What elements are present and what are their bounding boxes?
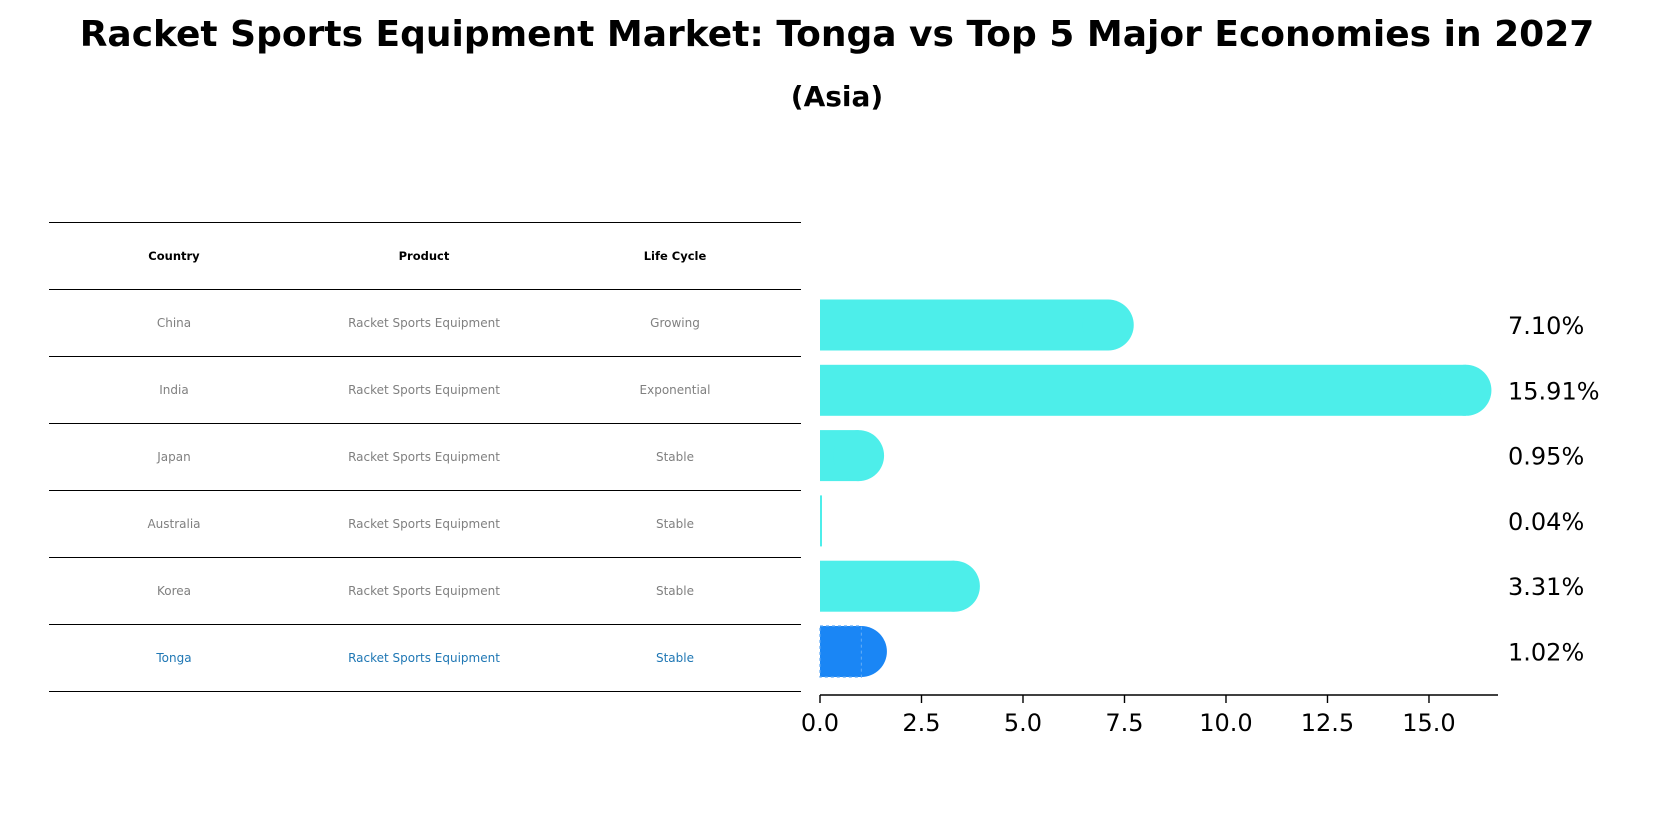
table-rule xyxy=(49,557,801,558)
x-tick-label: 2.5 xyxy=(902,709,940,737)
table-cell-life-cycle: Stable xyxy=(655,583,694,598)
table-cell-product: Racket Sports Equipment xyxy=(348,583,500,598)
bar xyxy=(820,299,1109,351)
x-tick-label: 15.0 xyxy=(1402,709,1455,737)
table-header-cell: Product xyxy=(398,248,450,263)
table-rule xyxy=(49,490,801,491)
chart-title: Racket Sports Equipment Market: Tonga vs… xyxy=(79,14,1595,55)
bar-cap xyxy=(833,430,885,482)
table-cell-product: Racket Sports Equipment xyxy=(348,516,500,531)
bar xyxy=(820,495,822,547)
bar-value-label: 1.02% xyxy=(1508,639,1584,667)
table-header-cell: Life Cycle xyxy=(643,248,707,263)
table-cell-country: Australia xyxy=(147,516,201,531)
table-cell-country: India xyxy=(159,382,189,397)
bar-cap xyxy=(1440,364,1492,416)
table-cell-country: China xyxy=(156,315,192,330)
table-cell-country: Japan xyxy=(157,449,191,464)
table-cell-product: Racket Sports Equipment xyxy=(348,382,500,397)
table-rule xyxy=(49,624,801,625)
bar-value-label: 0.04% xyxy=(1508,508,1584,536)
x-tick-label: 12.5 xyxy=(1301,709,1354,737)
table-rule xyxy=(49,356,801,357)
table-cell-product: Racket Sports Equipment xyxy=(348,449,500,464)
table-cell-life-cycle: Stable xyxy=(655,449,694,464)
x-tick-label: 10.0 xyxy=(1199,709,1252,737)
x-tick-label: 0.0 xyxy=(801,709,839,737)
table-cell-country: Korea xyxy=(156,583,192,598)
bar-value-label: 3.31% xyxy=(1508,573,1584,601)
x-tick-label: 5.0 xyxy=(1004,709,1042,737)
table-rule xyxy=(49,423,801,424)
table-rule xyxy=(49,289,801,290)
table-rule xyxy=(49,222,801,223)
table-rule xyxy=(49,691,801,692)
x-tick-label: 7.5 xyxy=(1105,709,1143,737)
table-cell-country: Tonga xyxy=(156,650,192,665)
table-cell-life-cycle: Growing xyxy=(650,315,700,330)
bar xyxy=(820,364,1466,416)
table-cell-life-cycle: Stable xyxy=(655,516,694,531)
table-header-cell: Country xyxy=(148,248,200,263)
table-cell-life-cycle: Exponential xyxy=(639,382,711,397)
bar-cap xyxy=(1082,299,1134,351)
table-cell-life-cycle: Stable xyxy=(655,650,694,665)
bar-value-label: 15.91% xyxy=(1508,377,1600,405)
chart-subtitle: (Asia) xyxy=(790,80,884,113)
bar-value-label: 0.95% xyxy=(1508,443,1584,471)
table-cell-product: Racket Sports Equipment xyxy=(348,650,500,665)
bar-value-label: 7.10% xyxy=(1508,312,1584,340)
bar-highlight-outline xyxy=(819,625,863,678)
table-cell-product: Racket Sports Equipment xyxy=(348,315,500,330)
bar-cap xyxy=(928,560,980,612)
